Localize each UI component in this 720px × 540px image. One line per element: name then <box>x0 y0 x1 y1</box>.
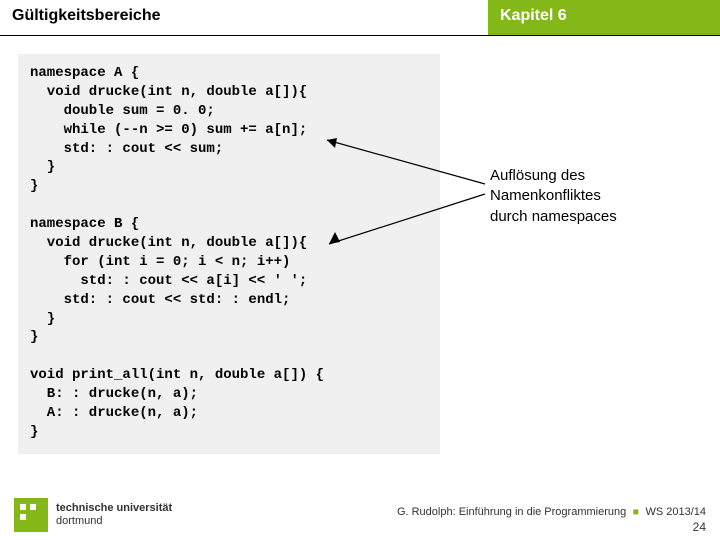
header-title-left: Gültigkeitsbereiche <box>0 0 488 35</box>
header-title-right: Kapitel 6 <box>488 0 720 35</box>
page-number: 24 <box>397 520 706 534</box>
code-block: namespace A { void drucke(int n, double … <box>18 54 440 454</box>
slide-footer: G. Rudolph: Einführung in die Programmie… <box>397 506 706 534</box>
logo-text: technische universität dortmund <box>56 502 172 527</box>
footer-separator-icon: ▪ <box>629 501 642 523</box>
footer-text: G. Rudolph: Einführung in die Programmie… <box>397 506 706 518</box>
university-logo: technische universität dortmund <box>14 498 172 532</box>
logo-mark-icon <box>14 498 48 532</box>
slide-content: namespace A { void drucke(int n, double … <box>0 36 720 454</box>
footer-author-course: G. Rudolph: Einführung in die Programmie… <box>397 506 626 518</box>
annotation-text: Auflösung des Namenkonfliktes durch name… <box>490 166 690 227</box>
logo-line1: technische universität <box>56 502 172 515</box>
slide-header: Gültigkeitsbereiche Kapitel 6 <box>0 0 720 36</box>
footer-semester: WS 2013/14 <box>645 506 706 518</box>
logo-line2: dortmund <box>56 515 172 528</box>
